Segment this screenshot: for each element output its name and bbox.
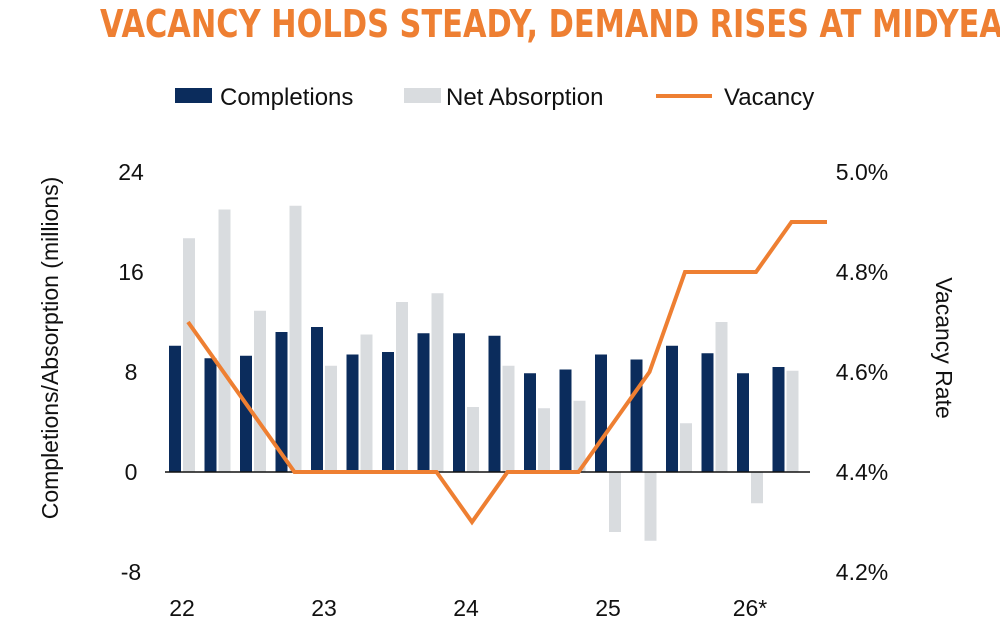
net-absorption-bar	[644, 472, 657, 541]
completions-bar	[275, 332, 288, 472]
y-tick-label: -8	[121, 559, 141, 585]
net-absorption-bar	[538, 408, 550, 472]
y-tick-label: 24	[118, 159, 144, 185]
y2-tick-label: 4.6%	[836, 359, 888, 385]
completions-bar	[488, 335, 501, 472]
completions-bar	[701, 353, 714, 472]
x-tick-label: 23	[311, 595, 337, 621]
completions-bar	[524, 373, 536, 472]
completions-bar	[417, 333, 430, 472]
net-absorption-bar	[218, 209, 231, 472]
net-absorption-bar	[502, 365, 515, 472]
completions-bar	[772, 367, 785, 472]
x-tick-label: 26*	[733, 595, 768, 621]
y2-tick-label: 5.0%	[836, 159, 888, 185]
completions-bar	[311, 327, 323, 472]
legend-label-vacancy: Vacancy	[724, 84, 814, 111]
net-absorption-bar	[751, 472, 763, 504]
net-absorption-bar	[573, 400, 586, 472]
completions-bar	[382, 352, 394, 472]
net-absorption-bar	[467, 407, 479, 472]
net-absorption-bar	[325, 365, 337, 472]
completions-bar	[666, 345, 678, 472]
completions-bar	[595, 354, 607, 472]
net-absorption-bar	[715, 322, 728, 472]
legend-label-completions: Completions	[220, 84, 353, 111]
y2-tick-label: 4.4%	[836, 459, 888, 485]
x-axis-ticks: 22 23 24 25 26*	[169, 595, 767, 621]
y-tick-label: 8	[125, 359, 138, 385]
completions-bar	[737, 373, 749, 472]
x-tick-label: 24	[453, 595, 479, 621]
net-absorption-bar	[183, 238, 195, 472]
net-absorption-bar	[289, 205, 302, 472]
vacancy-line-layer	[186, 220, 827, 526]
y2-tick-label: 4.8%	[836, 259, 888, 285]
net-absorption-bar	[680, 423, 692, 472]
legend-swatch-net-absorption	[404, 88, 441, 103]
net-absorption-bar	[254, 310, 266, 472]
completions-bar	[453, 333, 465, 472]
left-axis-ticks: 24 16 8 0 -8	[118, 159, 144, 585]
x-tick-label: 25	[595, 595, 621, 621]
bars-layer	[169, 205, 799, 541]
net-absorption-bar	[431, 293, 444, 472]
net-absorption-bar	[786, 370, 799, 472]
chart-title: VACANCY HOLDS STEADY, DEMAND RISES AT MI…	[100, 2, 1000, 46]
vacancy-line	[186, 220, 827, 526]
completions-bar	[559, 369, 572, 472]
completions-bar	[204, 358, 217, 472]
completions-bar	[240, 355, 252, 472]
y2-axis-title: Vacancy Rate	[931, 277, 957, 418]
y2-tick-label: 4.2%	[836, 559, 888, 585]
legend-swatch-completions	[175, 88, 212, 103]
legend: Completions Net Absorption Vacancy	[175, 84, 814, 111]
net-absorption-bar	[396, 302, 408, 472]
y-tick-label: 0	[125, 459, 138, 485]
completions-bar	[630, 359, 643, 472]
net-absorption-bar	[609, 472, 621, 532]
x-tick-label: 22	[169, 595, 195, 621]
y-axis-title: Completions/Absorption (millions)	[37, 177, 63, 520]
legend-label-net-absorption: Net Absorption	[446, 84, 603, 111]
net-absorption-bar	[360, 334, 373, 472]
completions-bar	[169, 345, 181, 472]
right-axis-ticks: 5.0% 4.8% 4.6% 4.4% 4.2%	[836, 159, 888, 585]
y-tick-label: 16	[118, 259, 144, 285]
completions-bar	[346, 354, 359, 472]
